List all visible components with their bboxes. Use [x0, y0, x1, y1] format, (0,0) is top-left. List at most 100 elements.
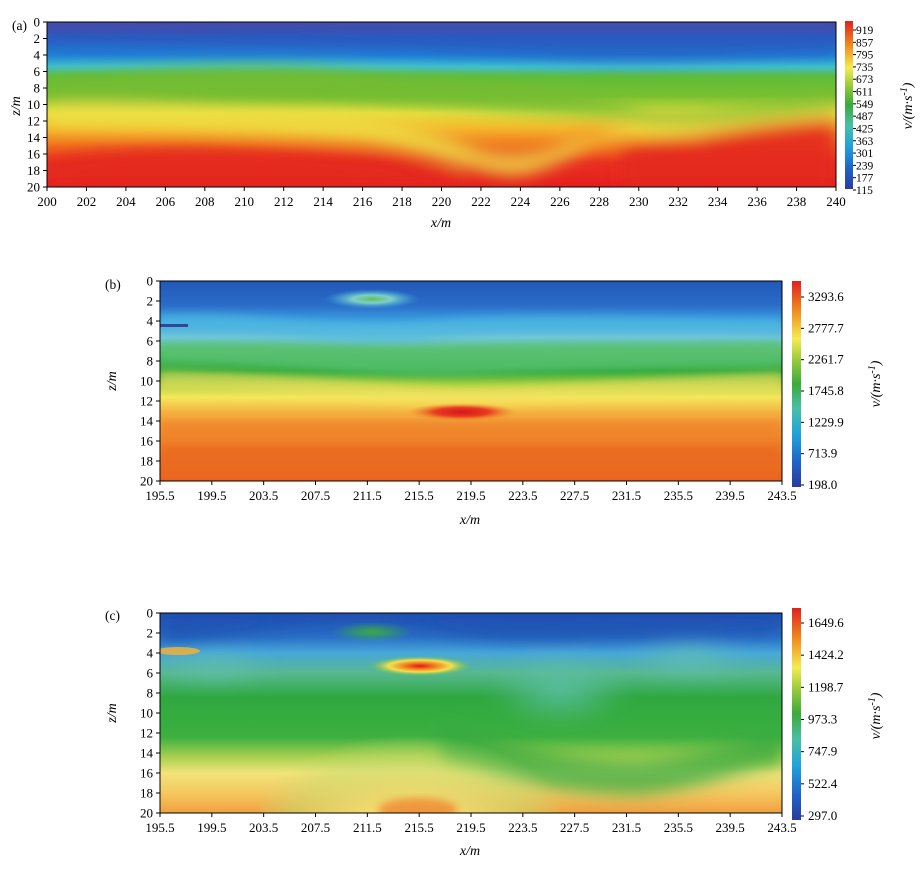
y-tick-label: 18 — [140, 454, 153, 469]
anomaly-c-uplift — [260, 690, 560, 813]
y-tick-label: 14 — [140, 746, 154, 761]
x-tick-label: 239.5 — [716, 820, 745, 835]
panel-b: (b) 0 2 4 6 8 10 12 14 16 18 20 195.5 199.5 203.5 207… — [105, 274, 884, 529]
x-axis-label-a: x/m — [430, 216, 451, 231]
x-tick-label: 243.5 — [767, 820, 796, 835]
y-tick-label: 8 — [34, 81, 41, 96]
heatmap-a — [47, 22, 836, 187]
x-axis-label-c: x/m — [459, 844, 480, 859]
x-tick-label: 235.5 — [664, 488, 693, 503]
y-axis-b: 0 2 4 6 8 10 12 14 16 18 20 — [140, 274, 160, 489]
y-tick-label: 6 — [147, 666, 154, 681]
x-tick-label: 238 — [787, 194, 807, 209]
y-tick-label: 6 — [34, 64, 41, 79]
y-tick-label: 6 — [147, 334, 154, 349]
colorbar-tick-label: 1745.8 — [808, 383, 844, 398]
y-tick-label: 14 — [27, 130, 41, 145]
x-tick-label: 231.5 — [612, 820, 641, 835]
x-tick-label: 232 — [668, 194, 688, 209]
colorbar-b: 3293.6 2777.7 2261.7 1745.8 1229.9 713.9 198.0… — [792, 281, 884, 492]
x-tick-label: 228 — [590, 194, 610, 209]
y-tick-label: 16 — [27, 147, 41, 162]
x-tick-label: 219.5 — [456, 488, 485, 503]
x-axis-b: 195.5 199.5 203.5 207.5 211.5 215.5 219.5 223.5… — [145, 481, 797, 503]
x-tick-label: 212 — [274, 194, 294, 209]
heatmap-c — [160, 613, 782, 813]
x-tick-label: 239.5 — [716, 488, 745, 503]
x-tick-label: 231.5 — [612, 488, 641, 503]
y-tick-label: 20 — [140, 474, 153, 489]
x-tick-label: 215.5 — [405, 820, 434, 835]
y-tick-label: 0 — [34, 15, 41, 30]
y-tick-label: 12 — [140, 394, 153, 409]
x-tick-label: 235.5 — [664, 820, 693, 835]
colorbar-tick-label: 239 — [856, 160, 874, 172]
x-tick-label: 218 — [392, 194, 412, 209]
y-axis-label-a: z/m — [9, 96, 24, 116]
colorbar-tick-label: 973.3 — [808, 712, 837, 727]
x-tick-label: 202 — [77, 194, 97, 209]
x-tick-label: 195.5 — [145, 820, 174, 835]
x-tick-label: 227.5 — [560, 820, 589, 835]
y-tick-label: 20 — [140, 806, 153, 821]
panel-label-a: (a) — [12, 18, 27, 33]
x-tick-label: 195.5 — [145, 488, 174, 503]
x-tick-label: 224 — [511, 194, 531, 209]
y-tick-label: 10 — [140, 706, 153, 721]
colorbar-tick-label: 363 — [856, 136, 874, 148]
x-tick-label: 203.5 — [249, 488, 278, 503]
anomaly-b-top — [324, 289, 420, 309]
y-tick-label: 20 — [27, 180, 40, 195]
y-tick-label: 2 — [147, 294, 154, 309]
y-tick-label: 4 — [147, 646, 154, 661]
y-axis-label-c: z/m — [105, 703, 120, 723]
x-tick-label: 222 — [471, 194, 491, 209]
x-tick-label: 207.5 — [301, 820, 330, 835]
panel-c: (c) 0 2 4 6 8 10 12 14 16 18 20 195.5 199.5 203.5 207… — [105, 606, 884, 860]
x-tick-label: 214 — [313, 194, 333, 209]
y-tick-label: 16 — [140, 434, 154, 449]
colorbar-label-b: v/(m·s-1) — [867, 360, 884, 407]
colorbar-c: 1649.6 1424.2 1198.7 973.3 747.9 522.4 297.0 v… — [792, 608, 884, 823]
x-tick-label: 236 — [747, 194, 767, 209]
x-tick-label: 219.5 — [456, 820, 485, 835]
x-tick-label: 234 — [708, 194, 728, 209]
colorbar-tick-label: 549 — [856, 99, 874, 111]
y-axis-c: 0 2 4 6 8 10 12 14 16 18 20 — [140, 606, 160, 821]
anomaly-c-top — [332, 622, 412, 642]
x-tick-label: 210 — [235, 194, 255, 209]
y-axis-label-b: z/m — [105, 371, 120, 391]
panel-label-c: (c) — [105, 608, 120, 623]
colorbar-tick-label: 3293.6 — [808, 289, 844, 304]
colorbar-ramp-c — [792, 608, 801, 820]
y-tick-label: 14 — [140, 414, 154, 429]
x-axis-a: 200 202 204 206 208 210 212 214 216 218 220 222 224 2… — [37, 187, 846, 209]
x-tick-label: 216 — [353, 194, 373, 209]
colorbar-tick-label: 1424.2 — [808, 647, 844, 662]
colorbar-tick-label: 198.0 — [808, 477, 837, 492]
x-tick-label: 215.5 — [405, 488, 434, 503]
x-tick-label: 226 — [550, 194, 570, 209]
colorbar-tick-label: 177 — [856, 173, 874, 185]
y-tick-label: 16 — [140, 766, 154, 781]
x-tick-label: 199.5 — [197, 820, 226, 835]
x-tick-label: 204 — [116, 194, 136, 209]
x-tick-label: 211.5 — [353, 488, 382, 503]
y-tick-label: 12 — [27, 114, 40, 129]
y-tick-label: 4 — [34, 48, 41, 63]
colorbar-tick-label: 673 — [856, 74, 874, 86]
colorbar-tick-label: 1198.7 — [808, 679, 844, 694]
colorbar-tick-label: 919 — [856, 25, 874, 37]
x-tick-label: 223.5 — [508, 820, 537, 835]
colorbar-tick-label: 2777.7 — [808, 320, 844, 335]
x-tick-label: 203.5 — [249, 820, 278, 835]
colorbar-tick-label: 795 — [856, 50, 874, 62]
x-tick-label: 227.5 — [560, 488, 589, 503]
colorbar-tick-label: 713.9 — [808, 446, 837, 461]
colorbar-tick-label: 425 — [856, 123, 874, 135]
colorbar-label-a: v/(m·s-1) — [899, 82, 916, 129]
x-tick-label: 208 — [195, 194, 215, 209]
y-tick-label: 10 — [140, 374, 153, 389]
